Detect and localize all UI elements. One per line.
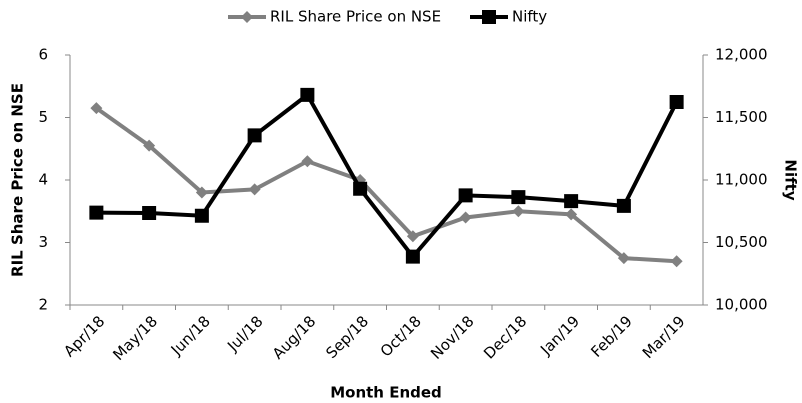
y-tick-label: 3	[38, 233, 48, 251]
data-point	[194, 208, 209, 223]
data-point	[353, 181, 368, 196]
data-point	[247, 128, 262, 143]
series-line	[95, 106, 677, 264]
x-tick-label: May/18	[109, 312, 161, 364]
data-point	[616, 198, 631, 213]
data-point	[301, 155, 314, 168]
x-tick-label: Jan/19	[536, 312, 583, 359]
x-tick-label: Dec/18	[480, 312, 530, 362]
x-tick-label: Sep/18	[322, 312, 372, 362]
data-point	[458, 188, 473, 203]
data-point	[617, 252, 630, 265]
data-point	[511, 190, 526, 205]
data-point	[142, 206, 157, 220]
y2-tick-label: 11,500	[715, 108, 768, 126]
data-point	[90, 102, 103, 115]
data-point	[406, 230, 419, 243]
x-tick-label: Jul/18	[223, 312, 266, 355]
y-axis-title: RIL Share Price on NSE	[9, 83, 27, 277]
legend-label: Nifty	[512, 8, 547, 26]
data-point	[459, 211, 472, 224]
x-tick-label: Aug/18	[269, 312, 320, 363]
data-point	[405, 249, 420, 264]
data-point	[143, 139, 156, 152]
y2-tick-label: 12,000	[715, 46, 768, 64]
legend-marker	[482, 10, 496, 24]
y2-tick-label: 11,000	[715, 171, 768, 189]
series-line	[96, 91, 679, 260]
legend-marker	[241, 11, 253, 23]
legend-label: RIL Share Price on NSE	[270, 8, 441, 26]
x-tick-label: Mar/19	[639, 312, 689, 362]
data-point	[512, 205, 525, 218]
data-point	[670, 255, 683, 268]
x-tick-label: Nov/18	[427, 312, 478, 363]
x-tick-label: Jun/18	[167, 312, 214, 359]
y-tick-label: 4	[38, 171, 48, 189]
y2-tick-label: 10,500	[715, 233, 768, 251]
y2-axis-title: Nifty	[782, 159, 800, 200]
x-tick-label: Apr/18	[60, 312, 108, 360]
data-point	[89, 205, 104, 220]
data-point	[564, 194, 579, 209]
y-tick-label: 2	[38, 296, 48, 314]
x-axis-title: Month Ended	[330, 384, 442, 402]
data-point	[300, 87, 315, 102]
y-tick-label: 5	[38, 108, 48, 126]
data-point	[248, 183, 261, 196]
y-tick-label: 6	[38, 46, 48, 64]
x-tick-label: Feb/19	[587, 312, 636, 361]
data-point	[669, 95, 684, 109]
x-tick-label: Oct/18	[377, 312, 425, 360]
data-point	[195, 186, 208, 199]
data-point	[565, 208, 578, 221]
y2-tick-label: 10,000	[715, 296, 768, 314]
